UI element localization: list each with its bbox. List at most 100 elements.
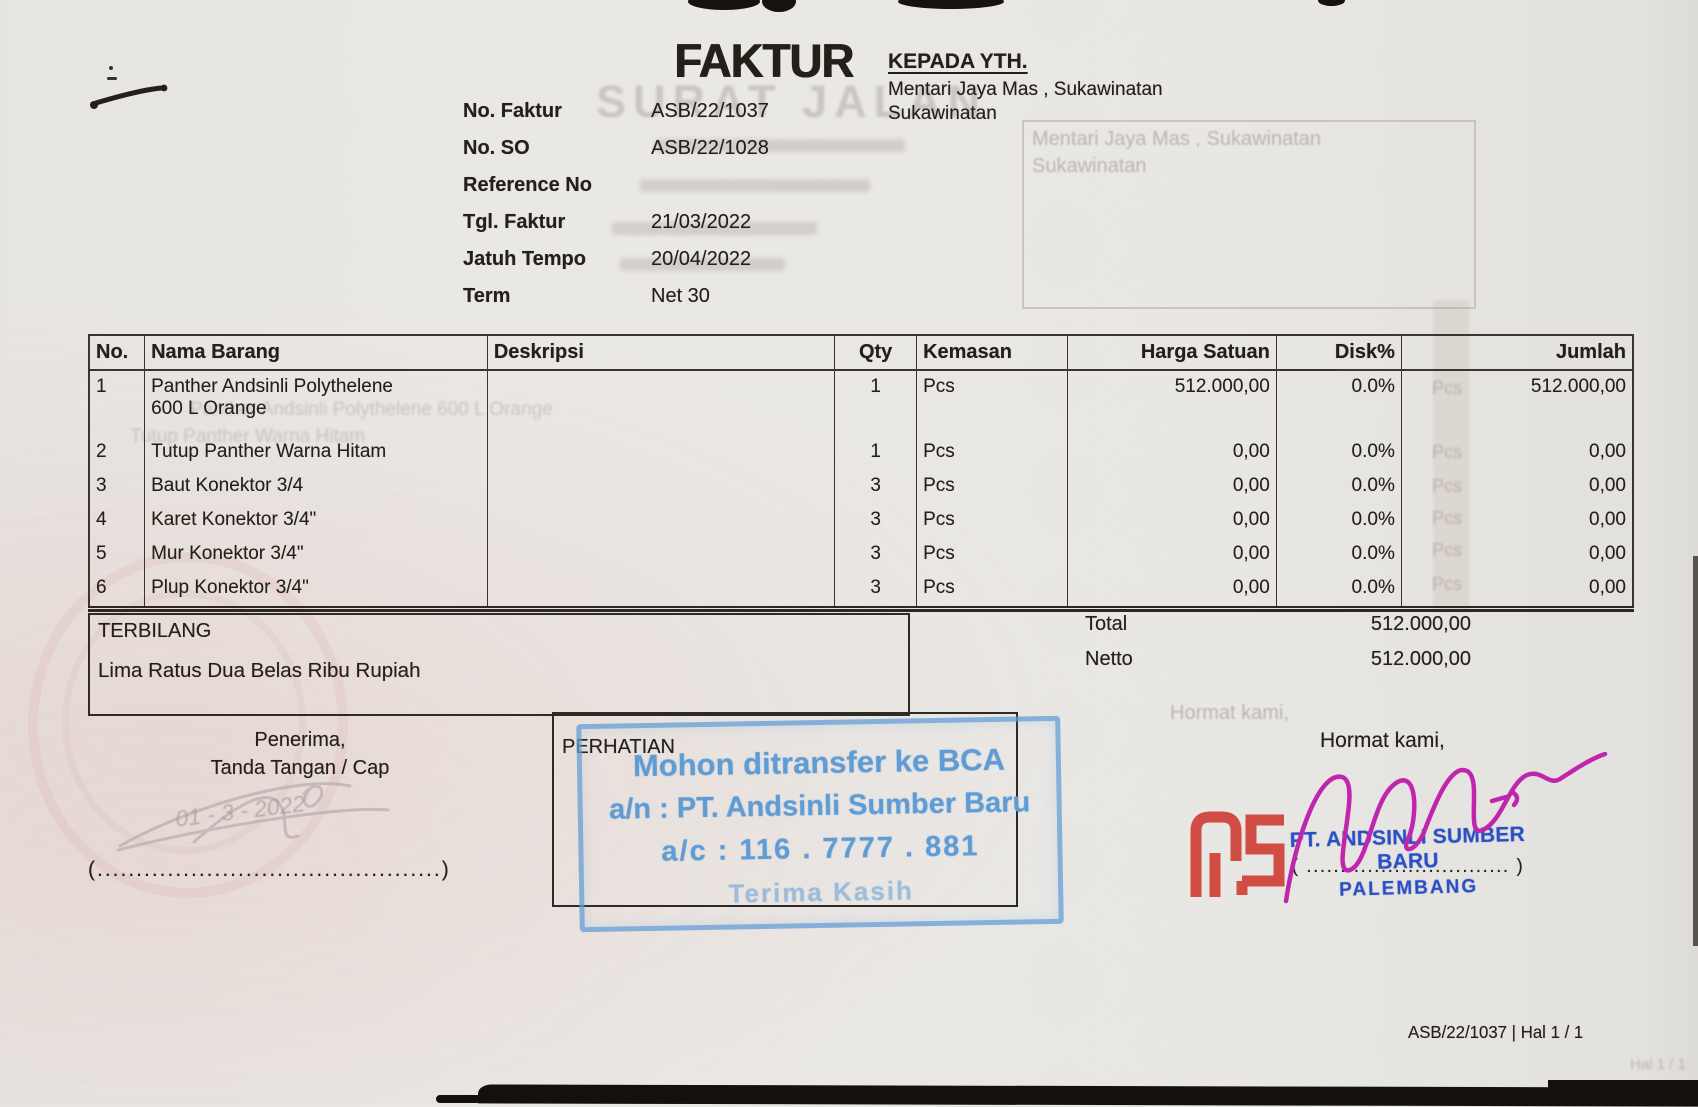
invoice-table-wrap: No. Nama Barang Deskripsi Qty Kemasan Harga S… bbox=[88, 334, 1634, 608]
scan-edge-mark bbox=[1318, 0, 1345, 6]
table-row: 2 Tutup Panther Warna Hitam 1 Pcs 0,00 0.0% 0,… bbox=[88, 436, 1634, 470]
item-name-line: Panther Andsinli Polythelene bbox=[151, 376, 393, 397]
cell-deskripsi bbox=[486, 470, 836, 504]
cell-nama: Plup Konektor 3/4" bbox=[144, 572, 488, 607]
bank-stamp-line: a/n : PT. Andsinli Sumber Baru bbox=[608, 786, 1031, 826]
cell-disk: 0.0% bbox=[1275, 538, 1402, 572]
cell-qty: 1 bbox=[834, 436, 918, 470]
bank-stamp-line: Mohon ditransfer ke BCA bbox=[632, 741, 1006, 784]
cell-no: 3 bbox=[88, 470, 146, 504]
sender-ink-signature bbox=[1283, 751, 1608, 904]
total-row: Total 512.000,00 bbox=[1085, 613, 1471, 648]
meta-row: No. Faktur ASB/22/1037 bbox=[463, 100, 883, 137]
meta-row: No. SO ASB/22/1028 bbox=[463, 137, 883, 174]
bleedthrough-recipient-box bbox=[1022, 120, 1476, 309]
cell-disk: 0.0% bbox=[1275, 504, 1402, 538]
cell-qty: 3 bbox=[834, 504, 918, 538]
col-header-kemasan: Kemasan bbox=[916, 334, 1069, 371]
scan-edge-mark bbox=[688, 0, 760, 10]
cell-kemasan: Pcs bbox=[916, 504, 1069, 538]
cell-harga: 0,00 bbox=[1067, 436, 1277, 470]
page-footer: ASB/22/1037 | Hal 1 / 1 bbox=[1408, 1022, 1584, 1042]
cell-deskripsi bbox=[486, 504, 836, 538]
item-name-line: Tutup Panther Warna Hitam bbox=[151, 441, 387, 462]
bleedthrough-text-bar bbox=[620, 258, 785, 271]
staple-mark bbox=[90, 66, 168, 109]
document-title: FAKTUR bbox=[674, 34, 854, 87]
perhatian-box: PERHATIAN bbox=[552, 712, 1018, 907]
cell-nama: Mur Konektor 3/4" bbox=[144, 538, 488, 572]
meta-value: ASB/22/1037 bbox=[651, 100, 769, 122]
bleedthrough-back-title: SURAT JALAN bbox=[596, 76, 988, 127]
meta-label: No. Faktur bbox=[463, 100, 562, 122]
col-header-disk-: Disk% bbox=[1275, 334, 1402, 371]
item-name-line: Plup Konektor 3/4" bbox=[151, 577, 309, 598]
cell-deskripsi bbox=[486, 436, 836, 470]
meta-value: ASB/22/1028 bbox=[651, 137, 769, 159]
meta-label: Jatuh Tempo bbox=[463, 248, 586, 270]
cell-deskripsi bbox=[486, 572, 836, 607]
cell-jumlah: 0,00 bbox=[1400, 504, 1634, 538]
scan-bottom-edge bbox=[1548, 1080, 1698, 1105]
cell-qty: 3 bbox=[834, 572, 918, 607]
cell-kemasan: Pcs bbox=[916, 370, 1069, 436]
total-row: Netto 512.000,00 bbox=[1085, 648, 1471, 683]
item-name-line: Baut Konektor 3/4 bbox=[151, 475, 304, 496]
cell-qty: 1 bbox=[834, 370, 918, 436]
cell-jumlah: 512.000,00 bbox=[1400, 370, 1634, 436]
total-value: 512.000,00 bbox=[1370, 648, 1471, 670]
perhatian-label: PERHATIAN bbox=[562, 736, 675, 758]
cell-no: 5 bbox=[88, 538, 146, 572]
receiver-sign-block: Penerima, Tanda Tangan / Cap bbox=[150, 726, 450, 782]
invoice-meta: No. Faktur ASB/22/1037 No. SO ASB/22/1028 Re… bbox=[463, 100, 883, 322]
table-row: 1 Panther Andsinli Polythelene 600 L Orang… bbox=[88, 370, 1634, 436]
terbilang-text: Lima Ratus Dua Belas Ribu Rupiah bbox=[98, 659, 421, 682]
meta-label: No. SO bbox=[463, 137, 530, 159]
bleedthrough-footer: Hal 1 / 1 bbox=[1630, 1056, 1686, 1073]
col-header-qty: Qty bbox=[834, 334, 918, 371]
cell-deskripsi bbox=[486, 538, 836, 572]
cell-no: 1 bbox=[88, 370, 146, 436]
meta-value: 20/04/2022 bbox=[651, 248, 752, 270]
cell-qty: 3 bbox=[834, 470, 918, 504]
cell-nama: Tutup Panther Warna Hitam bbox=[144, 436, 488, 470]
cell-disk: 0.0% bbox=[1275, 436, 1402, 470]
meta-label: Tgl. Faktur bbox=[463, 211, 566, 233]
bleedthrough-text-bar bbox=[640, 179, 870, 192]
cell-no: 6 bbox=[88, 572, 146, 607]
meta-row: Tgl. Faktur 21/03/2022 bbox=[463, 211, 883, 248]
totals-block: Total 512.000,00 Netto 512.000,00 bbox=[1085, 613, 1471, 683]
cell-no: 2 bbox=[88, 436, 146, 470]
bleedthrough-recipient-2: Sukawinatan bbox=[1032, 155, 1147, 177]
cell-harga: 0,00 bbox=[1067, 572, 1277, 607]
cell-harga: 512.000,00 bbox=[1067, 370, 1277, 436]
table-row: 5 Mur Konektor 3/4" 3 Pcs 0,00 0.0% 0,00 bbox=[88, 538, 1634, 572]
bank-transfer-stamp: Mohon ditransfer ke BCA a/n : PT. Andsinl… bbox=[576, 715, 1064, 933]
bank-stamp-line: a/c : 116 . 7777 . 881 bbox=[661, 830, 980, 868]
meta-value: Net 30 bbox=[651, 285, 710, 307]
meta-row: Reference No bbox=[463, 174, 883, 211]
cell-disk: 0.0% bbox=[1275, 572, 1402, 607]
receiver-sublabel: Tanda Tangan / Cap bbox=[210, 757, 390, 779]
cell-no: 4 bbox=[88, 504, 146, 538]
table-row: 4 Karet Konektor 3/4" 3 Pcs 0,00 0.0% 0,00 bbox=[88, 504, 1634, 538]
cell-harga: 0,00 bbox=[1067, 470, 1277, 504]
cell-kemasan: Pcs bbox=[916, 436, 1069, 470]
scan-right-edge bbox=[1693, 556, 1698, 946]
bleedthrough-text-bar bbox=[612, 222, 817, 235]
meta-label: Reference No bbox=[463, 174, 592, 196]
item-name-line: Karet Konektor 3/4" bbox=[151, 509, 317, 530]
meta-row: Term Net 30 bbox=[463, 285, 883, 322]
cell-qty: 3 bbox=[834, 538, 918, 572]
recipient-name: Mentari Jaya Mas , Sukawinatan bbox=[888, 79, 1163, 100]
col-header-nama-barang: Nama Barang bbox=[144, 334, 488, 371]
recipient-heading: KEPADA YTH. bbox=[888, 50, 1028, 73]
col-header-harga-satuan: Harga Satuan bbox=[1067, 334, 1277, 371]
cell-harga: 0,00 bbox=[1067, 504, 1277, 538]
cell-harga: 0,00 bbox=[1067, 538, 1277, 572]
cell-nama: Karet Konektor 3/4" bbox=[144, 504, 488, 538]
cell-disk: 0.0% bbox=[1275, 470, 1402, 504]
table-bottom-rule bbox=[88, 609, 1634, 612]
bleedthrough-hormat: Hormat kami, bbox=[1170, 702, 1289, 724]
